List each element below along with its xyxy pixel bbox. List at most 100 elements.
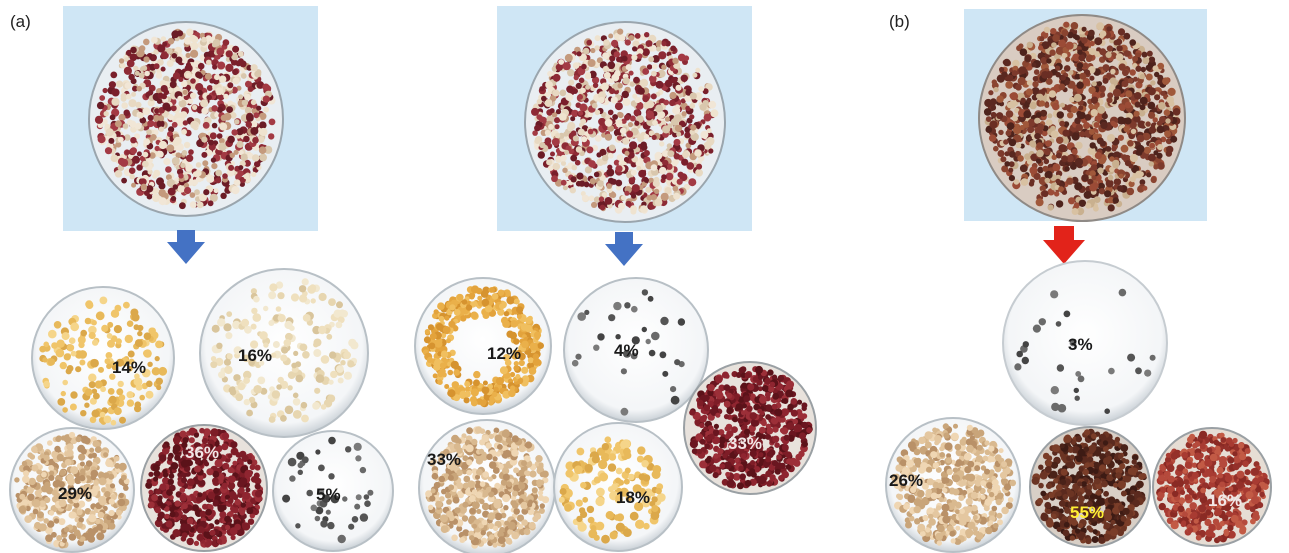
seed: [239, 477, 248, 485]
seed: [259, 121, 267, 129]
seed: [628, 177, 635, 184]
seed: [21, 460, 28, 467]
seed: [192, 104, 198, 110]
seed: [652, 63, 658, 70]
seed: [134, 70, 140, 76]
seed: [1037, 123, 1045, 131]
seed: [544, 137, 552, 145]
seed: [1139, 73, 1146, 80]
seed: [1139, 96, 1148, 105]
seed: [597, 333, 605, 341]
seed: [154, 145, 160, 152]
seed: [214, 74, 220, 81]
seed: [126, 391, 134, 399]
seed: [1078, 105, 1084, 111]
seed: [167, 187, 176, 196]
seed: [473, 379, 480, 387]
seed: [470, 388, 479, 397]
seed: [604, 118, 613, 127]
seed: [1035, 158, 1042, 164]
seed: [143, 349, 150, 357]
seed: [628, 35, 635, 41]
seed: [136, 151, 142, 157]
seed: [327, 394, 336, 403]
seed: [75, 366, 82, 373]
seed: [281, 346, 289, 354]
seed: [336, 301, 343, 309]
seed: [201, 151, 208, 158]
seed: [593, 344, 600, 351]
seed: [1068, 197, 1076, 205]
seed: [230, 59, 238, 66]
seed: [1034, 117, 1041, 124]
seed: [1065, 56, 1071, 62]
seed: [732, 416, 738, 423]
seed: [1078, 54, 1086, 62]
seed: [211, 105, 218, 112]
seed: [1107, 134, 1115, 142]
seed: [614, 70, 621, 77]
seed: [70, 350, 77, 357]
seed: [156, 150, 164, 158]
seed: [444, 315, 450, 321]
seed: [240, 73, 247, 79]
seed: [618, 202, 626, 210]
seed: [117, 136, 124, 143]
seed: [136, 49, 145, 58]
seed: [342, 496, 348, 502]
seed: [655, 104, 663, 113]
seed: [600, 82, 609, 91]
seed: [1094, 37, 1103, 46]
seed: [631, 54, 638, 61]
seed: [190, 49, 199, 58]
seed: [1068, 70, 1074, 76]
seed: [1126, 187, 1135, 196]
seed: [133, 377, 143, 387]
seed: [1018, 66, 1027, 75]
seed: [178, 173, 184, 179]
seed: [165, 520, 173, 528]
seed: [610, 178, 617, 185]
seed: [1029, 101, 1037, 110]
seed: [1105, 179, 1114, 188]
seed: [299, 294, 308, 303]
seed: [236, 140, 244, 148]
seed: [1044, 177, 1051, 184]
seed: [616, 56, 622, 63]
seed: [155, 488, 162, 495]
seed: [120, 93, 128, 100]
seed: [1172, 108, 1181, 116]
seed: [438, 315, 445, 322]
seed: [234, 119, 240, 125]
seed: [1060, 75, 1066, 81]
seed: [495, 377, 504, 386]
seed: [217, 505, 225, 513]
seed: [106, 363, 112, 370]
seed: [328, 298, 336, 306]
seed: [672, 106, 681, 115]
seed: [130, 46, 137, 54]
seed: [570, 176, 577, 183]
seed: [148, 471, 154, 477]
seed: [186, 28, 194, 36]
seed: [299, 343, 308, 352]
seed: [432, 373, 438, 379]
seed: [48, 510, 55, 516]
seed: [290, 293, 300, 302]
seed: [126, 320, 134, 328]
seed: [606, 168, 615, 177]
seed: [92, 440, 100, 448]
seed: [643, 150, 650, 157]
seed: [658, 51, 667, 60]
seed: [105, 128, 114, 137]
seed: [1008, 175, 1016, 182]
seed: [605, 114, 611, 120]
seed: [578, 180, 586, 187]
seed: [1066, 177, 1074, 185]
seed: [348, 523, 355, 530]
seed: [560, 179, 567, 186]
seed: [1025, 88, 1033, 96]
seed: [315, 374, 325, 383]
seed: [190, 92, 197, 99]
seed: [983, 108, 992, 116]
